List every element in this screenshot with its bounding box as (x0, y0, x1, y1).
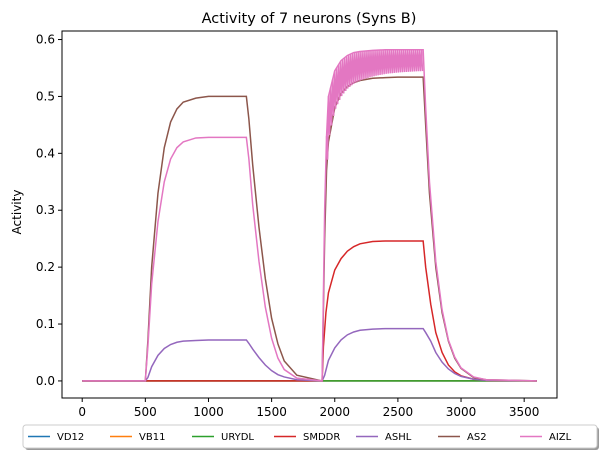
series-oscillation-aizl (325, 49, 424, 160)
x-tick-label: 1000 (193, 405, 224, 419)
x-tick-label: 2500 (383, 405, 414, 419)
x-tick-label: 2000 (319, 405, 350, 419)
plot-frame (61, 30, 558, 399)
legend-label: AS2 (467, 432, 487, 443)
legend-label: URYDL (221, 432, 254, 443)
legend-box (22, 424, 598, 449)
y-tick-label: 0.2 (36, 260, 55, 274)
y-axis-label: Activity (10, 190, 24, 235)
y-tick-label: 0.0 (36, 374, 55, 388)
legend: VD12 VB11 URYDL SMDDR ASHL AS2 AIZL (22, 424, 599, 450)
y-tick-label: 0.5 (36, 89, 55, 103)
x-tick-label: 3000 (446, 405, 477, 419)
legend-label: ASHL (385, 432, 412, 443)
legend-label: AIZL (549, 432, 572, 443)
legend-label: VD12 (57, 432, 84, 443)
y-tick-label: 0.1 (36, 317, 55, 331)
x-axis: 0 500 1000 1500 2000 2500 3000 3500 (78, 398, 539, 419)
chart-title: Activity of 7 neurons (Syns B) (202, 11, 417, 27)
legend-label: VB11 (139, 432, 165, 443)
y-tick-label: 0.4 (36, 146, 55, 160)
y-tick-label: 0.6 (36, 33, 55, 47)
series-layer (82, 49, 537, 382)
x-tick-label: 0 (78, 405, 86, 419)
y-axis: 0.0 0.1 0.2 0.3 0.4 0.5 0.6 (36, 33, 62, 388)
legend-label: SMDDR (303, 432, 340, 443)
y-tick-label: 0.3 (36, 203, 55, 217)
x-tick-label: 3500 (509, 405, 540, 419)
series-line-aizl (82, 49, 537, 382)
series-line-smddr (82, 240, 537, 382)
x-tick-label: 500 (134, 405, 157, 419)
x-tick-label: 1500 (256, 405, 287, 419)
